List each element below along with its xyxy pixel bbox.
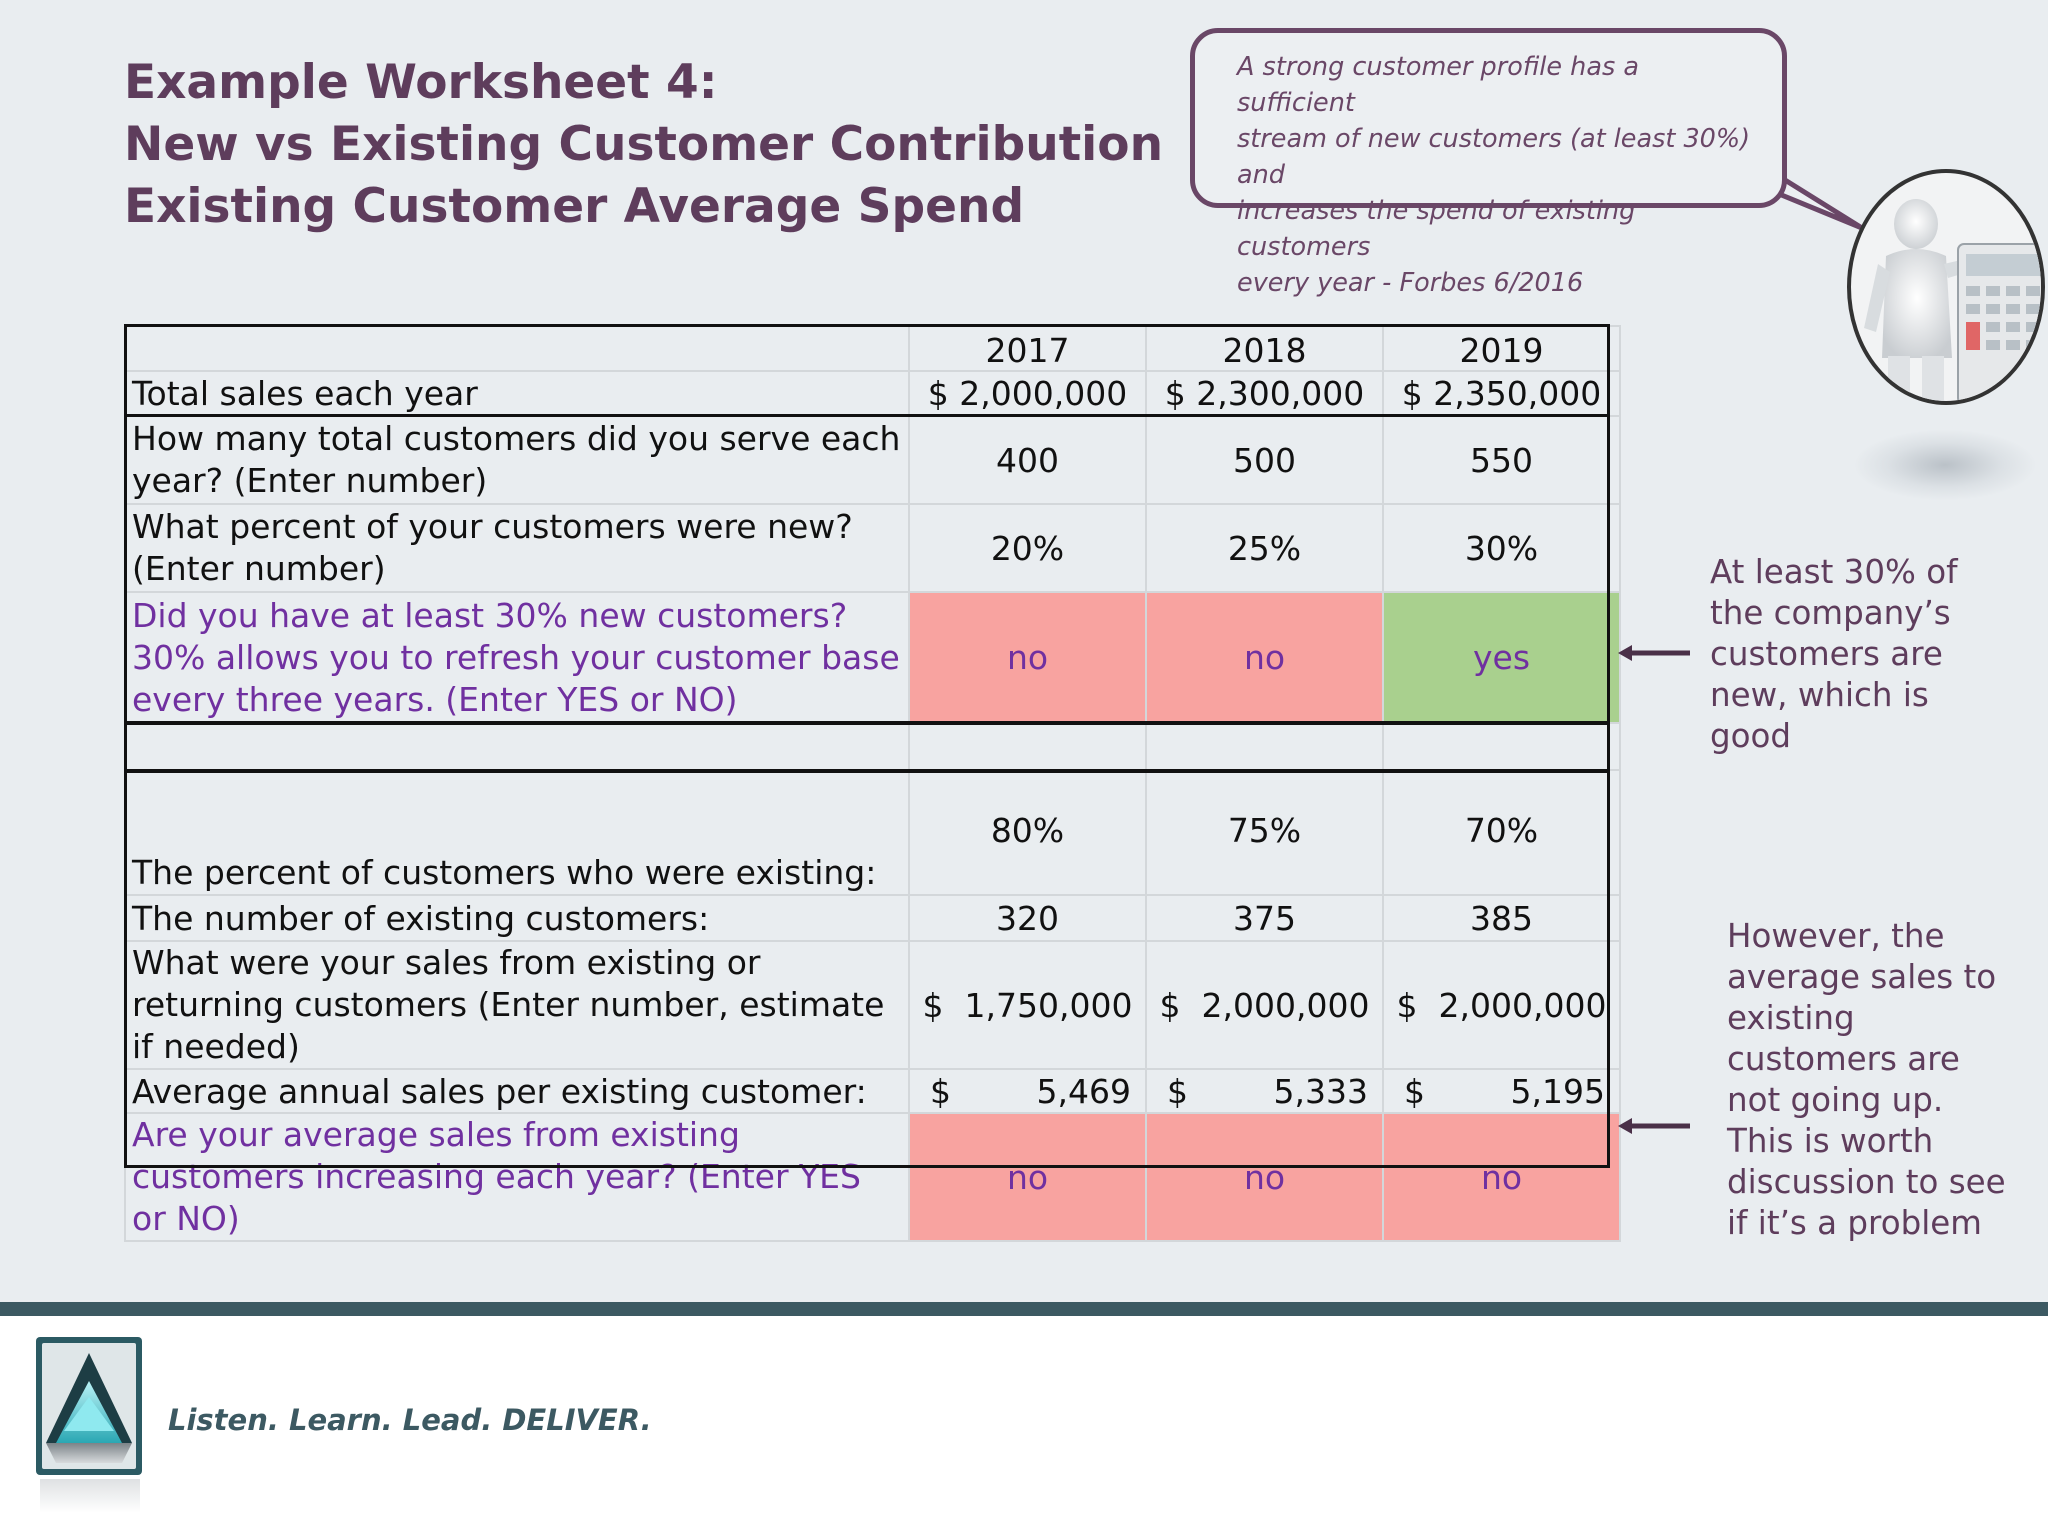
note-line: However, the bbox=[1727, 917, 1945, 955]
value-cell: $ 2,300,000 bbox=[1145, 370, 1384, 417]
value-cell: 500 bbox=[1145, 415, 1384, 505]
value-cell: 385 bbox=[1382, 894, 1621, 942]
callout-bubble: A strong customer profile has a sufficie… bbox=[1190, 28, 1787, 298]
note-line: not going up. bbox=[1727, 1081, 1944, 1119]
footer-divider-bar bbox=[0, 1302, 2048, 1316]
empty-cell bbox=[124, 722, 910, 771]
callout-line: A strong customer profile has a sufficie… bbox=[1237, 52, 1639, 118]
title-line: Example Worksheet 4: bbox=[124, 55, 718, 110]
year-header: 2018 bbox=[1145, 325, 1384, 372]
empty-cell bbox=[1382, 722, 1621, 771]
row-label: Total sales each year bbox=[124, 370, 910, 417]
table-row: Are your average sales from existing cus… bbox=[124, 1112, 1621, 1242]
footer bbox=[0, 1316, 2048, 1536]
footer-tagline: Listen. Learn. Lead. DELIVER. bbox=[168, 1403, 652, 1437]
company-logo-icon bbox=[36, 1337, 142, 1513]
callout-line: stream of new customers (at least 30%) a… bbox=[1237, 124, 1751, 190]
note-line: At least 30% of bbox=[1710, 553, 1958, 591]
value-cell: $ 1,750,000 bbox=[908, 940, 1147, 1070]
value-cell: 375 bbox=[1145, 894, 1384, 942]
value-cell: 70% bbox=[1382, 769, 1621, 896]
spacer-row bbox=[124, 722, 1621, 771]
answer-cell[interactable]: no bbox=[1145, 1112, 1384, 1242]
callout-line: increases the spend of existing customer… bbox=[1237, 196, 1636, 262]
callout-line: every year - Forbes 6/2016 bbox=[1237, 268, 1584, 298]
arrow-left-icon bbox=[1618, 1118, 1690, 1134]
value-cell: $ 2,350,000 bbox=[1382, 370, 1621, 417]
note-line: This is worth bbox=[1727, 1122, 1934, 1160]
header-empty-cell bbox=[124, 325, 910, 372]
year-header: 2019 bbox=[1382, 325, 1621, 372]
table-row: The number of existing customers: 320 37… bbox=[124, 894, 1621, 942]
page-title: Example Worksheet 4: New vs Existing Cus… bbox=[124, 52, 1163, 238]
value-cell: $ 2,000,000 bbox=[1382, 940, 1621, 1070]
value-cell: 20% bbox=[908, 503, 1147, 593]
note-line: existing bbox=[1727, 999, 1855, 1037]
note-line: good bbox=[1710, 717, 1792, 755]
table-row: What percent of your customers were new?… bbox=[124, 503, 1621, 593]
note-line: discussion to see bbox=[1727, 1163, 2006, 1201]
note-average-sales: However, the average sales to existing c… bbox=[1727, 916, 2006, 1244]
value-cell: $ 2,000,000 bbox=[1145, 940, 1384, 1070]
row-label: How many total customers did you serve e… bbox=[124, 415, 910, 505]
value-cell: 320 bbox=[908, 894, 1147, 942]
table-row: The percent of customers who were existi… bbox=[124, 769, 1621, 896]
amount: 5,333 bbox=[1273, 1071, 1368, 1111]
answer-cell[interactable]: no bbox=[908, 1112, 1147, 1242]
row-label: Did you have at least 30% new customers?… bbox=[124, 591, 910, 724]
figure-shadow bbox=[1855, 430, 2035, 500]
note-line: the company’s bbox=[1710, 594, 1951, 632]
title-line: Existing Customer Average Spend bbox=[124, 179, 1025, 234]
currency-symbol: $ bbox=[930, 1071, 951, 1111]
answer-cell[interactable]: yes bbox=[1382, 591, 1621, 724]
note-new-customers: At least 30% of the company’s customers … bbox=[1710, 552, 1958, 757]
value-cell: $ 2,000,000 bbox=[908, 370, 1147, 417]
note-line: new, which is bbox=[1710, 676, 1929, 714]
empty-cell bbox=[1145, 722, 1384, 771]
row-label: The percent of customers who were existi… bbox=[124, 769, 910, 896]
empty-cell bbox=[908, 722, 1147, 771]
year-header: 2017 bbox=[908, 325, 1147, 372]
table-row: Total sales each year $ 2,000,000 $ 2,30… bbox=[124, 370, 1621, 417]
note-line: average sales to bbox=[1727, 958, 1997, 996]
row-label: The number of existing customers: bbox=[124, 894, 910, 942]
table-header-row: 2017 2018 2019 bbox=[124, 325, 1621, 372]
row-label: What were your sales from existing or re… bbox=[124, 940, 910, 1070]
value-cell: $5,333 bbox=[1145, 1068, 1384, 1114]
value-cell: 80% bbox=[908, 769, 1147, 896]
note-line: if it’s a problem bbox=[1727, 1204, 1982, 1242]
row-label: Are your average sales from existing cus… bbox=[124, 1112, 910, 1242]
value-cell: 550 bbox=[1382, 415, 1621, 505]
value-cell: $5,469 bbox=[908, 1068, 1147, 1114]
answer-cell[interactable]: no bbox=[1145, 591, 1384, 724]
note-line: customers are bbox=[1727, 1040, 1960, 1078]
currency-symbol: $ bbox=[1167, 1071, 1188, 1111]
table-row: Average annual sales per existing custom… bbox=[124, 1068, 1621, 1114]
table-row: How many total customers did you serve e… bbox=[124, 415, 1621, 505]
value-cell: 30% bbox=[1382, 503, 1621, 593]
calculator-figure-icon bbox=[1847, 169, 2045, 405]
row-label: Average annual sales per existing custom… bbox=[124, 1068, 910, 1114]
table-row: What were your sales from existing or re… bbox=[124, 940, 1621, 1070]
currency-symbol: $ bbox=[1404, 1071, 1425, 1111]
note-line: customers are bbox=[1710, 635, 1943, 673]
value-cell: 400 bbox=[908, 415, 1147, 505]
row-label: What percent of your customers were new?… bbox=[124, 503, 910, 593]
value-cell: 25% bbox=[1145, 503, 1384, 593]
slide: Example Worksheet 4: New vs Existing Cus… bbox=[0, 0, 2048, 1302]
title-line: New vs Existing Customer Contribution bbox=[124, 117, 1164, 172]
value-cell: $5,195 bbox=[1382, 1068, 1621, 1114]
answer-cell[interactable]: no bbox=[908, 591, 1147, 724]
table-row: Did you have at least 30% new customers?… bbox=[124, 591, 1621, 724]
amount: 5,195 bbox=[1510, 1071, 1605, 1111]
worksheet-table: 2017 2018 2019 Total sales each year $ 2… bbox=[124, 325, 1621, 1242]
arrow-left-icon bbox=[1618, 645, 1690, 661]
table-divider bbox=[124, 414, 1610, 417]
answer-cell[interactable]: no bbox=[1382, 1112, 1621, 1242]
value-cell: 75% bbox=[1145, 769, 1384, 896]
amount: 5,469 bbox=[1036, 1071, 1131, 1111]
